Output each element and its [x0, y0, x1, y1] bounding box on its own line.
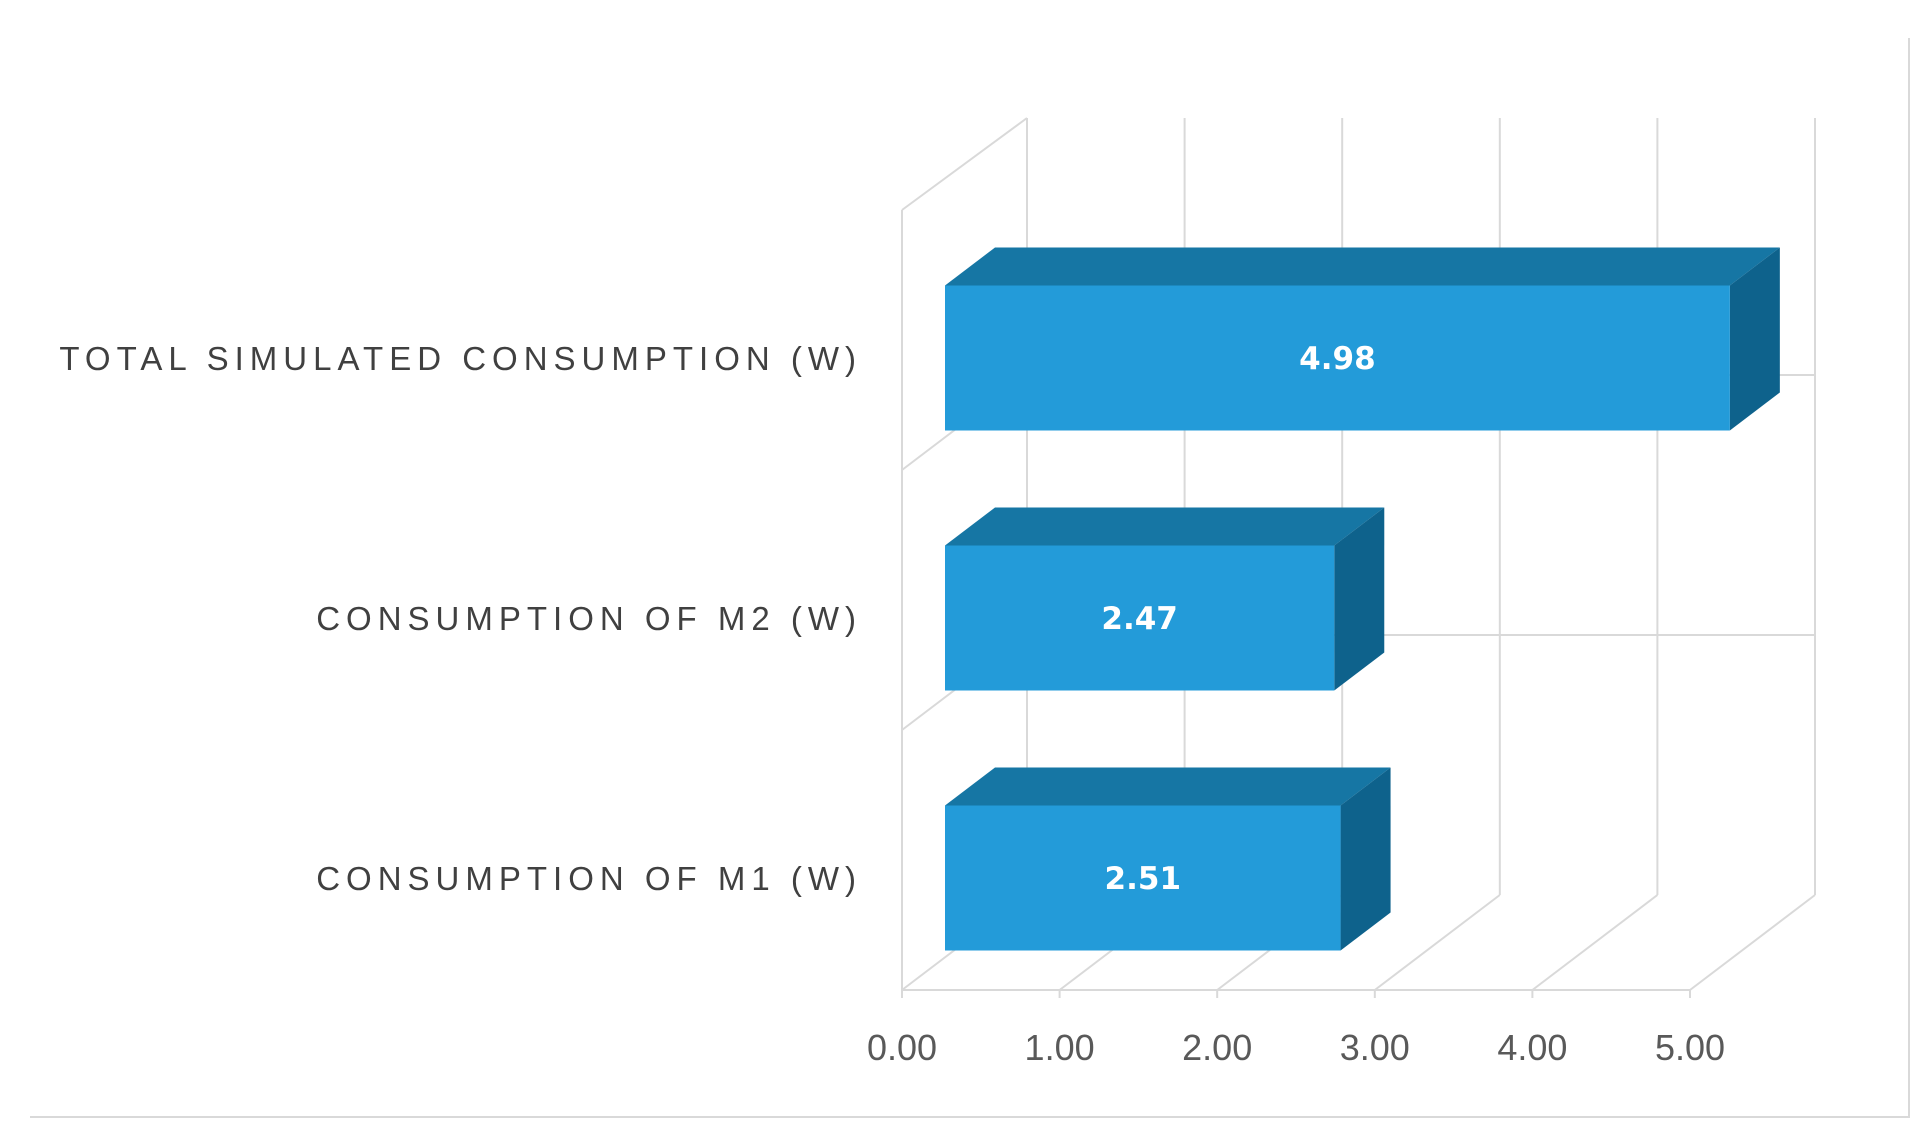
- category-label: TOTAL SIMULATED CONSUMPTION (W): [59, 340, 862, 377]
- floor-gridline: [1374, 894, 1501, 991]
- left-wall-top-edge: [901, 117, 1028, 211]
- x-tick-label: 2.00: [1182, 1027, 1252, 1068]
- bar-side-face: [1340, 767, 1391, 951]
- x-tick-label: 1.00: [1025, 1027, 1095, 1068]
- x-tick-label: 0.00: [867, 1027, 937, 1068]
- bar: [945, 285, 1730, 431]
- category-label: CONSUMPTION OF M1 (W): [316, 860, 862, 897]
- bar-top-face: [945, 767, 1391, 806]
- x-tick-label: 4.00: [1497, 1027, 1567, 1068]
- category-label: CONSUMPTION OF M2 (W): [316, 600, 862, 637]
- data-label: 4.98: [1299, 341, 1376, 377]
- x-tick-label: 3.00: [1340, 1027, 1410, 1068]
- floor-gridline: [1689, 894, 1816, 991]
- bar-top-face: [945, 247, 1780, 286]
- data-label: 2.51: [1105, 861, 1182, 897]
- chart-labels: 4.98 TOTAL SIMULATED CONSUMPTION (W) 2.47 C…: [59, 340, 1725, 1068]
- chart-bars: [945, 247, 1780, 951]
- bar-top-face: [945, 507, 1385, 546]
- bar: [945, 805, 1341, 951]
- bar-side-face: [1334, 507, 1385, 691]
- bar: [945, 545, 1335, 691]
- floor-gridline: [1531, 894, 1659, 991]
- x-tick-label: 5.00: [1655, 1027, 1725, 1068]
- bar-side-face: [1729, 247, 1780, 431]
- data-label: 2.47: [1101, 601, 1178, 637]
